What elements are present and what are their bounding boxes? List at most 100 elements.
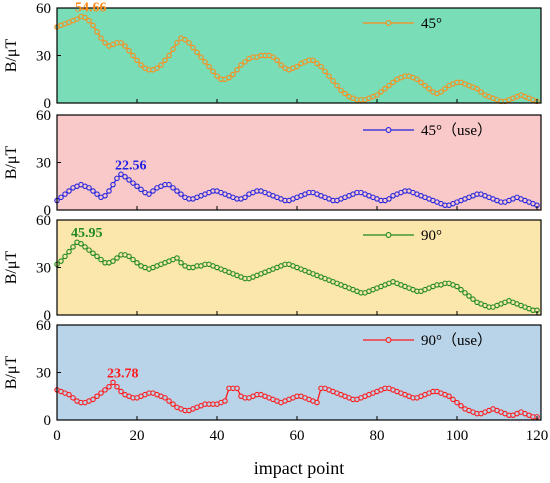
legend-label: 45°（use） xyxy=(421,122,492,139)
data-point xyxy=(174,40,180,46)
data-point xyxy=(110,379,116,386)
data-point xyxy=(450,396,456,403)
data-point xyxy=(130,52,136,59)
data-point xyxy=(170,185,176,191)
y-axis-label: B/μT xyxy=(3,39,20,73)
y-axis-label: B/μT xyxy=(3,251,20,285)
data-point xyxy=(78,241,84,247)
data-point xyxy=(294,63,300,70)
y-tick-label: 30 xyxy=(36,49,51,65)
peak-annotation: 54.66 xyxy=(75,0,107,15)
data-point xyxy=(130,180,136,186)
data-point xyxy=(314,60,320,67)
data-point xyxy=(238,62,244,68)
legend-label: 90° xyxy=(421,228,442,244)
data-point xyxy=(94,393,100,399)
data-point xyxy=(86,17,92,24)
data-point xyxy=(138,186,144,193)
data-point xyxy=(90,188,96,194)
data-point xyxy=(274,57,280,63)
data-point xyxy=(102,193,108,199)
data-point xyxy=(166,181,172,188)
data-point xyxy=(242,194,248,201)
data-point xyxy=(202,59,208,65)
data-point xyxy=(66,248,72,255)
data-point xyxy=(134,183,140,190)
data-point xyxy=(134,259,140,266)
panel-2: 0 30 60 B/μT 45°（use） 22.56 xyxy=(3,108,542,219)
legend-marker xyxy=(385,337,392,343)
data-point xyxy=(126,47,132,54)
panel-background xyxy=(57,8,541,103)
data-point xyxy=(190,44,196,51)
data-point xyxy=(102,387,108,393)
data-point xyxy=(322,68,328,75)
data-point xyxy=(138,62,144,68)
data-point xyxy=(106,188,112,194)
data-point xyxy=(242,59,248,65)
y-tick-label: 30 xyxy=(36,366,51,382)
data-point xyxy=(222,398,228,404)
data-point xyxy=(94,191,100,197)
data-point xyxy=(334,82,340,89)
data-point xyxy=(186,40,192,46)
data-point xyxy=(162,395,168,401)
data-point xyxy=(150,188,156,194)
data-point xyxy=(230,71,236,78)
data-point xyxy=(474,86,480,92)
data-point xyxy=(314,399,320,406)
data-point xyxy=(90,250,96,257)
data-point xyxy=(70,395,76,401)
data-point xyxy=(338,87,344,94)
x-tick-label: 80 xyxy=(370,428,385,444)
data-point xyxy=(58,258,64,264)
data-point xyxy=(342,90,348,97)
data-point xyxy=(462,290,468,296)
data-point xyxy=(94,28,100,35)
y-axis-label: B/μT xyxy=(3,146,20,180)
data-point xyxy=(390,79,396,86)
data-point xyxy=(98,35,104,41)
data-point xyxy=(438,89,444,95)
y-tick-label: 60 xyxy=(36,108,51,124)
panel-4: 0 30 60 B/μT 90°（use） 23.78 xyxy=(3,318,542,429)
data-point xyxy=(74,16,80,22)
data-point xyxy=(102,40,108,46)
data-point xyxy=(386,82,392,89)
data-point xyxy=(66,391,72,398)
data-point xyxy=(62,253,68,260)
data-point xyxy=(182,36,188,43)
data-point xyxy=(126,177,132,183)
y-tick-label: 60 xyxy=(36,1,51,17)
data-point xyxy=(210,68,216,75)
y-tick-label: 30 xyxy=(36,261,51,277)
data-point xyxy=(422,82,428,89)
data-point xyxy=(82,244,88,250)
data-point xyxy=(62,191,68,197)
data-point xyxy=(418,79,424,86)
data-point xyxy=(478,89,484,95)
data-point xyxy=(378,89,384,95)
legend-marker xyxy=(385,127,392,133)
data-point xyxy=(206,63,212,70)
data-point xyxy=(118,40,124,46)
x-tick-label: 60 xyxy=(290,428,305,444)
panel-1: 0 30 60 B/μT 45° 54.66 xyxy=(3,0,542,112)
data-point xyxy=(178,191,184,197)
data-point xyxy=(118,388,124,395)
data-point xyxy=(278,62,284,68)
data-point xyxy=(114,175,120,182)
legend: 90° xyxy=(363,228,442,244)
data-point xyxy=(214,73,220,79)
data-point xyxy=(330,78,336,84)
data-point xyxy=(454,399,460,406)
data-point xyxy=(70,244,76,250)
x-tick-label: 120 xyxy=(526,428,549,444)
data-point xyxy=(114,255,120,261)
legend: 45°（use） xyxy=(363,122,492,139)
data-point xyxy=(174,188,180,194)
series-markers xyxy=(54,13,540,105)
data-point xyxy=(130,256,136,263)
data-point xyxy=(114,383,120,390)
